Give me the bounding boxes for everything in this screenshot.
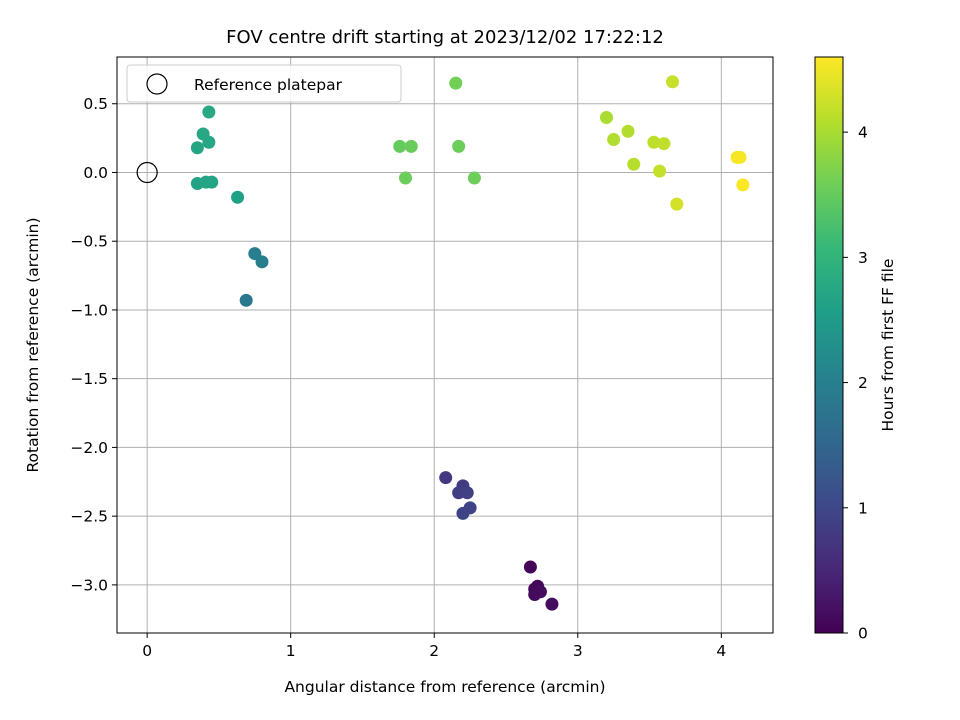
data-point bbox=[404, 139, 418, 153]
colorbar-tick-label: 4 bbox=[858, 124, 868, 142]
data-point bbox=[657, 137, 671, 151]
data-point bbox=[202, 105, 216, 119]
data-point bbox=[460, 486, 474, 500]
data-point bbox=[599, 110, 613, 124]
y-tick-label: −1.5 bbox=[70, 370, 108, 388]
data-point bbox=[733, 150, 747, 164]
data-point bbox=[439, 471, 453, 485]
plot-background bbox=[117, 57, 773, 633]
colorbar-tick-label: 2 bbox=[858, 374, 868, 392]
colorbar: 0 1 2 3 4 Hours from first FF file bbox=[814, 56, 897, 643]
x-tick-label: 0 bbox=[142, 642, 152, 660]
x-tick-label: 4 bbox=[716, 642, 726, 660]
reference-marker bbox=[136, 161, 158, 184]
plot-frame bbox=[116, 56, 774, 634]
legend-reference-marker bbox=[146, 73, 168, 95]
colorbar-ticks: 0 1 2 3 4 bbox=[843, 124, 868, 643]
colorbar-tick-label: 3 bbox=[858, 249, 868, 267]
data-point bbox=[670, 197, 684, 211]
data-point bbox=[255, 255, 269, 269]
x-tick-label: 3 bbox=[573, 642, 583, 660]
data-point bbox=[190, 141, 204, 155]
data-point bbox=[627, 157, 641, 171]
y-tick-label: 0.0 bbox=[83, 164, 108, 182]
data-point bbox=[239, 293, 253, 307]
data-point bbox=[393, 139, 407, 153]
data-point bbox=[467, 171, 481, 185]
data-point bbox=[205, 175, 219, 189]
data-point bbox=[533, 585, 547, 599]
data-point bbox=[456, 506, 470, 520]
x-axis-label: Angular distance from reference (arcmin) bbox=[284, 678, 605, 696]
data-point bbox=[545, 597, 559, 611]
colorbar-tick-label: 1 bbox=[858, 499, 868, 517]
data-point bbox=[231, 190, 245, 204]
data-point bbox=[449, 76, 463, 90]
y-tick-label: −2.5 bbox=[70, 508, 108, 526]
data-point bbox=[196, 127, 210, 141]
data-point bbox=[666, 75, 680, 89]
data-point bbox=[452, 139, 466, 153]
legend-box bbox=[126, 64, 402, 103]
x-tick-label: 2 bbox=[429, 642, 439, 660]
data-point bbox=[607, 132, 621, 146]
y-axis-label: Rotation from reference (arcmin) bbox=[24, 217, 42, 472]
data-point bbox=[621, 124, 635, 138]
chart-title: FOV centre drift starting at 2023/12/02 … bbox=[226, 27, 664, 48]
y-axis-ticks: 0.5 0.0 −0.5 −1.0 −1.5 −2.0 −2.5 −3.0 bbox=[70, 95, 117, 594]
x-tick-label: 1 bbox=[286, 642, 296, 660]
data-point bbox=[523, 560, 537, 574]
y-tick-label: −3.0 bbox=[70, 576, 108, 594]
data-point bbox=[653, 164, 667, 178]
data-point bbox=[736, 178, 750, 192]
scatter-points bbox=[190, 75, 750, 611]
data-point bbox=[647, 135, 661, 149]
data-point bbox=[399, 171, 413, 185]
colorbar-gradient bbox=[814, 56, 844, 634]
grid-lines bbox=[117, 57, 773, 633]
y-tick-label: 0.5 bbox=[83, 95, 108, 113]
colorbar-label: Hours from first FF file bbox=[879, 259, 897, 432]
legend-entry-reference: Reference platepar bbox=[194, 76, 343, 94]
colorbar-tick-label: 0 bbox=[858, 625, 868, 643]
reference-platepar-point bbox=[136, 161, 158, 184]
y-tick-label: −2.0 bbox=[70, 439, 108, 457]
x-axis-ticks: 0 1 2 3 4 bbox=[142, 633, 726, 660]
legend: Reference platepar bbox=[126, 64, 402, 103]
y-tick-label: −1.0 bbox=[70, 301, 108, 319]
y-tick-label: −0.5 bbox=[70, 233, 108, 251]
